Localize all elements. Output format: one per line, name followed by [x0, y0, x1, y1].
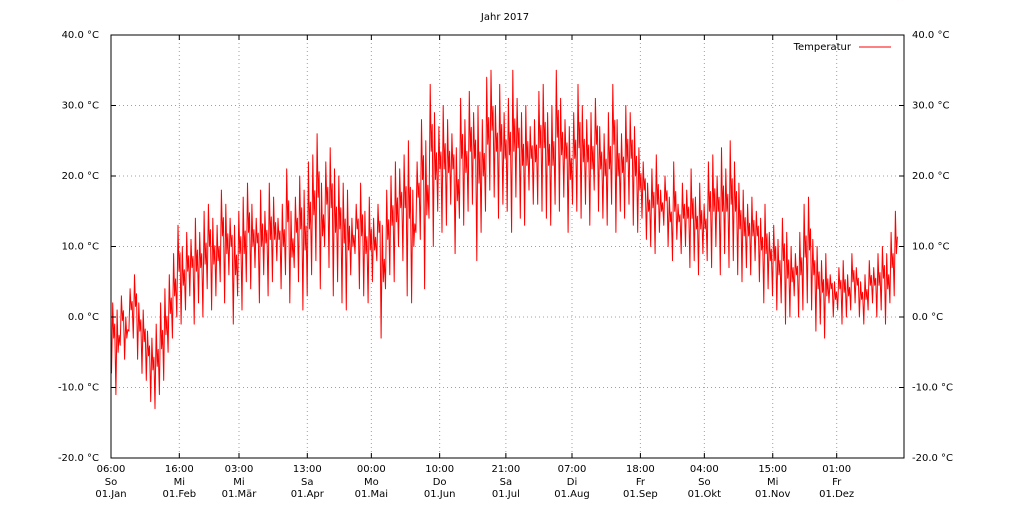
series-line-temperatur	[111, 69, 898, 410]
x-tick-weekday: So	[698, 477, 710, 488]
x-tick-date: 01.Okt	[688, 489, 722, 500]
y-tick-label-left: -10.0 °C	[58, 383, 99, 394]
x-tick-weekday: Di	[567, 477, 577, 488]
y-tick-label-right: -10.0 °C	[912, 383, 953, 394]
series-temperatur	[111, 0, 904, 410]
x-tick-time: 06:00	[97, 464, 126, 475]
y-tick-label-right: 30.0 °C	[912, 101, 949, 112]
x-tick-weekday: Sa	[301, 477, 313, 488]
y-tick-label-left: 30.0 °C	[62, 101, 99, 112]
y-tick-label-left: 40.0 °C	[62, 30, 99, 41]
x-tick-time: 00:00	[357, 464, 386, 475]
x-tick-time: 21:00	[491, 464, 520, 475]
x-tick-date: 01.Jun	[424, 489, 456, 500]
x-tick-weekday: Mi	[174, 477, 185, 488]
y-tick-label-left: 20.0 °C	[62, 171, 99, 182]
x-tick-weekday: Do	[433, 477, 447, 488]
x-tick-time: 04:00	[690, 464, 719, 475]
y-tick-label-left: 10.0 °C	[62, 242, 99, 253]
y-tick-label-right: -20.0 °C	[912, 453, 953, 464]
x-tick-date: 01.Apr	[291, 489, 325, 500]
x-tick-time: 01:00	[822, 464, 851, 475]
y-tick-label-right: 10.0 °C	[912, 242, 949, 253]
x-tick-weekday: Sa	[500, 477, 512, 488]
y-tick-label-left: 0.0 °C	[68, 312, 99, 323]
x-tick-date: 01.Mai	[355, 489, 388, 500]
x-tick-weekday: So	[105, 477, 117, 488]
y-tick-label-left: -20.0 °C	[58, 453, 99, 464]
y-tick-label-right: 20.0 °C	[912, 171, 949, 182]
x-tick-date: 01.Jan	[95, 489, 126, 500]
x-tick-time: 15:00	[758, 464, 787, 475]
x-tick-weekday: Mi	[767, 477, 778, 488]
x-tick-date: 01.Nov	[755, 489, 791, 500]
y-axis-right: -20.0 °C -10.0 °C 0.0 °C 10.0 °C 20.0 °C 30.0…	[899, 30, 953, 464]
y-tick-label-right: 0.0 °C	[912, 312, 943, 323]
x-tick-date: 01.Aug	[554, 489, 589, 500]
x-tick-weekday: Mi	[233, 477, 244, 488]
y-tick-label-right: 40.0 °C	[912, 30, 949, 41]
legend-label-temperatur: Temperatur	[793, 42, 852, 53]
x-tick-date: 01.Feb	[162, 489, 196, 500]
legend: Temperatur	[793, 42, 891, 53]
chart-title: Jahr 2017	[480, 12, 529, 23]
x-axis: 06:00So01.Jan16:00Mi01.Feb03:00Mi01.Mär1…	[95, 35, 854, 500]
y-axis-left: -20.0 °C -10.0 °C 0.0 °C 10.0 °C 20.0 °C 30.0…	[58, 30, 116, 464]
x-tick-time: 13:00	[293, 464, 322, 475]
x-tick-date: 01.Jul	[492, 489, 520, 500]
x-tick-time: 03:00	[225, 464, 254, 475]
x-tick-time: 16:00	[165, 464, 194, 475]
x-tick-time: 18:00	[626, 464, 655, 475]
x-tick-weekday: Mo	[364, 477, 379, 488]
x-tick-time: 07:00	[558, 464, 587, 475]
x-tick-date: 01.Mär	[222, 489, 258, 500]
x-tick-date: 01.Sep	[623, 489, 658, 500]
x-tick-time: 10:00	[425, 464, 454, 475]
x-tick-weekday: Fr	[832, 477, 842, 488]
x-tick-date: 01.Dez	[819, 489, 854, 500]
x-tick-weekday: Fr	[636, 477, 646, 488]
